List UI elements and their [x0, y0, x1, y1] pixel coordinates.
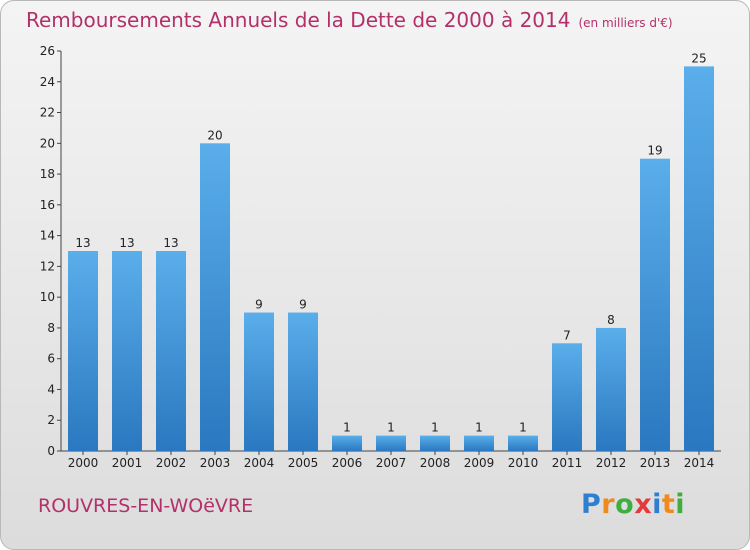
y-tick-label: 26: [40, 44, 55, 58]
x-tick-label: 2002: [156, 456, 187, 470]
bar: [156, 251, 186, 451]
y-tick-label: 10: [40, 290, 55, 304]
bar: [552, 343, 582, 451]
data-label: 9: [255, 298, 263, 312]
bar: [244, 312, 274, 451]
bar: [464, 435, 494, 451]
data-label: 13: [119, 236, 134, 250]
data-label: 7: [563, 328, 571, 342]
chart-subtitle: (en milliers d'€): [578, 16, 673, 30]
logo-letter: t: [661, 489, 676, 520]
data-label: 1: [475, 421, 483, 435]
logo-letter: P: [581, 489, 602, 520]
data-label: 1: [519, 421, 527, 435]
data-label: 9: [299, 298, 307, 312]
logo-letter: r: [601, 489, 616, 520]
bar: [508, 435, 538, 451]
x-tick-label: 2007: [376, 456, 407, 470]
bar: [684, 66, 714, 451]
y-tick-label: 20: [40, 136, 55, 150]
y-tick-label: 4: [47, 382, 55, 396]
data-label: 1: [343, 421, 351, 435]
bars: 13 13 13 20 9 9 1 1 1 1 1 7 8 19 25: [68, 51, 714, 452]
y-tick-label: 14: [40, 229, 55, 243]
y-tick-label: 2: [47, 413, 55, 427]
y-tick-label: 18: [40, 167, 55, 181]
x-tick-label: 2012: [596, 456, 627, 470]
bar: [288, 312, 318, 451]
data-label: 13: [75, 236, 90, 250]
bar: [596, 327, 626, 451]
commune-name: ROUVRES-EN-WOëVRE: [38, 495, 254, 517]
x-tick-label: 2013: [640, 456, 671, 470]
x-tick-label: 2011: [552, 456, 583, 470]
y-tick-label: 8: [47, 321, 55, 335]
x-tick-label: 2005: [288, 456, 319, 470]
logo-letter: o: [615, 489, 635, 520]
bar: [376, 435, 406, 451]
data-label: 13: [163, 236, 178, 250]
bar: [200, 143, 230, 452]
data-label: 25: [691, 51, 706, 65]
x-tick-label: 2009: [464, 456, 495, 470]
logo-letter: i: [675, 489, 686, 520]
bar: [68, 251, 98, 451]
logo-letter: i: [652, 489, 662, 520]
data-label: 20: [207, 128, 222, 142]
y-tick-label: 0: [47, 444, 55, 458]
y-tick-label: 12: [40, 259, 55, 273]
logo-letter: x: [634, 489, 653, 520]
proxiti-logo[interactable]: Proxiti: [581, 489, 685, 520]
x-tick-label: 2003: [200, 456, 231, 470]
y-tick-label: 22: [40, 106, 55, 120]
bar: [640, 158, 670, 451]
x-tick-label: 2001: [112, 456, 143, 470]
data-label: 1: [431, 421, 439, 435]
bar: [112, 251, 142, 451]
title-text: Remboursements Annuels de la Dette de 20…: [26, 8, 571, 32]
y-tick-label: 6: [47, 352, 55, 366]
y-tick-label: 16: [40, 198, 55, 212]
data-label: 8: [607, 313, 615, 327]
data-label: 19: [647, 144, 662, 158]
x-tick-label: 2000: [68, 456, 99, 470]
x-tick-label: 2014: [684, 456, 715, 470]
data-label: 1: [387, 421, 395, 435]
bar: [332, 435, 362, 451]
y-tick-label: 24: [40, 75, 55, 89]
x-tick-label: 2010: [508, 456, 539, 470]
x-tick-label: 2008: [420, 456, 451, 470]
x-tick-label: 2004: [244, 456, 275, 470]
x-tick-label: 2006: [332, 456, 363, 470]
chart-title: Remboursements Annuels de la Dette de 20…: [26, 8, 673, 32]
bar: [420, 435, 450, 451]
